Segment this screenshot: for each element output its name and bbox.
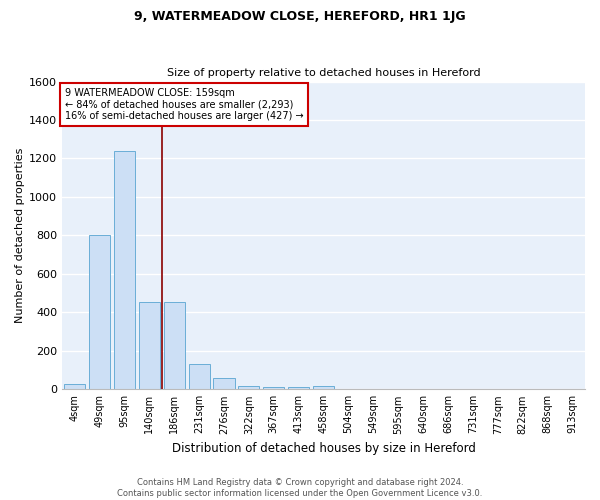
Text: 9, WATERMEADOW CLOSE, HEREFORD, HR1 1JG: 9, WATERMEADOW CLOSE, HEREFORD, HR1 1JG bbox=[134, 10, 466, 23]
Bar bbox=[313, 386, 334, 390]
Bar bbox=[89, 236, 110, 390]
Title: Size of property relative to detached houses in Hereford: Size of property relative to detached ho… bbox=[167, 68, 481, 78]
Bar bbox=[188, 364, 209, 390]
Bar bbox=[263, 387, 284, 390]
Bar bbox=[64, 384, 85, 390]
Y-axis label: Number of detached properties: Number of detached properties bbox=[15, 148, 25, 323]
Bar bbox=[164, 302, 185, 390]
Bar bbox=[214, 378, 235, 390]
Bar bbox=[114, 151, 135, 390]
Text: 9 WATERMEADOW CLOSE: 159sqm
← 84% of detached houses are smaller (2,293)
16% of : 9 WATERMEADOW CLOSE: 159sqm ← 84% of det… bbox=[65, 88, 304, 121]
Bar bbox=[288, 387, 309, 390]
X-axis label: Distribution of detached houses by size in Hereford: Distribution of detached houses by size … bbox=[172, 442, 476, 455]
Bar bbox=[238, 386, 259, 390]
Bar bbox=[139, 302, 160, 390]
Text: Contains HM Land Registry data © Crown copyright and database right 2024.
Contai: Contains HM Land Registry data © Crown c… bbox=[118, 478, 482, 498]
